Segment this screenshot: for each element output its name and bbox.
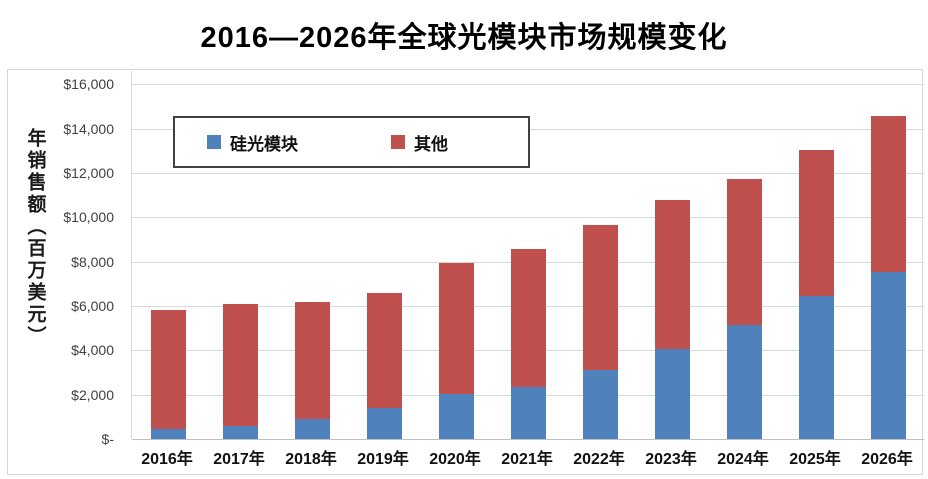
bar-segment-硅光模块 [798,296,834,439]
stacked-bar-2024年 [726,71,762,439]
bar-segment-硅光模块 [438,393,474,439]
stacked-bar-2016年 [150,71,186,439]
y-tick-label: $16,000 [63,76,114,93]
bar-series [132,71,924,439]
stacked-bar-2021年 [510,71,546,439]
stacked-bar-2026年 [870,71,906,439]
bar-segment-其他 [798,149,834,297]
bar-segment-硅光模块 [222,425,258,439]
bar-slot [492,71,564,439]
bar-segment-硅光模块 [366,407,402,439]
y-tick-label: $6,000 [71,297,114,314]
bar-segment-其他 [510,249,546,387]
bar-segment-其他 [870,116,906,272]
bar-slot [132,71,204,439]
gridline [132,217,924,219]
y-tick-label: $8,000 [71,253,114,270]
legend-label-other: 其他 [414,134,448,154]
legend-swatch-red-icon [391,135,405,149]
gridline [132,84,924,86]
x-tick-label: 2021年 [501,451,553,468]
plot-area [131,71,924,440]
stacked-bar-2022年 [582,71,618,439]
bar-segment-其他 [654,199,690,350]
bar-slot [564,71,636,439]
bar-slot [780,71,852,439]
x-tick-label: 2024年 [717,451,769,468]
legend-item-silicon: 硅光模块 [207,118,298,166]
legend: 硅光模块 其他 [173,116,530,168]
x-tick-label: 2018年 [285,451,337,468]
bar-segment-其他 [222,303,258,426]
bar-segment-其他 [726,178,762,325]
x-tick-label: 2020年 [429,451,481,468]
bar-segment-其他 [150,310,186,430]
stacked-bar-2018年 [294,71,330,439]
gridline [132,172,924,174]
stacked-bar-2019年 [366,71,402,439]
bar-segment-其他 [366,292,402,408]
y-tick-label: $14,000 [63,120,114,137]
bar-slot [636,71,708,439]
y-axis-title: 年销售额（百万美元） [24,128,46,348]
x-axis-labels: 2016年 2017年 2018年 2019年 2020年 2021年 2022年 2023年… [131,445,923,469]
bar-slot [204,71,276,439]
bar-segment-其他 [582,225,618,371]
legend-label-silicon: 硅光模块 [230,134,298,154]
bar-segment-硅光模块 [582,370,618,439]
stacked-bar-2020年 [438,71,474,439]
x-tick-label: 2025年 [789,451,841,468]
y-tick-label: $- [101,431,114,447]
stacked-bar-2025年 [798,71,834,439]
x-tick-label: 2017年 [213,451,265,468]
x-tick-label: 2023年 [645,451,697,468]
stacked-bar-2023年 [654,71,690,439]
bar-segment-其他 [438,262,474,394]
x-tick-label: 2019年 [357,451,409,468]
bar-segment-硅光模块 [510,386,546,439]
bar-slot [348,71,420,439]
bar-segment-硅光模块 [870,271,906,439]
bar-slot [276,71,348,439]
bar-slot [852,71,924,439]
bar-segment-硅光模块 [150,429,186,439]
x-axis-line [132,439,924,440]
legend-swatch-blue-icon [207,135,221,149]
legend-item-other: 其他 [391,118,448,166]
y-tick-label: $4,000 [71,342,114,359]
y-tick-label: $12,000 [63,164,114,181]
chart-title: 2016—2026年全球光模块市场规模变化 [200,22,728,54]
x-tick-label: 2022年 [573,451,625,468]
y-tick-label: $2,000 [71,386,114,403]
stacked-bar-2017年 [222,71,258,439]
x-tick-label: 2016年 [141,451,193,468]
bar-segment-硅光模块 [726,324,762,439]
chart-area: 年销售额（百万美元） $- $2,000 $4,000 $6,000 $8,000 $10… [7,69,924,475]
bar-segment-硅光模块 [294,419,330,439]
y-tick-label: $10,000 [63,209,114,226]
bar-segment-其他 [294,301,330,420]
bar-slot [420,71,492,439]
bar-segment-硅光模块 [654,349,690,439]
bar-slot [708,71,780,439]
y-axis-ticks: $- $2,000 $4,000 $6,000 $8,000 $10,000 $12,000… [8,71,120,447]
x-tick-label: 2026年 [861,451,913,468]
